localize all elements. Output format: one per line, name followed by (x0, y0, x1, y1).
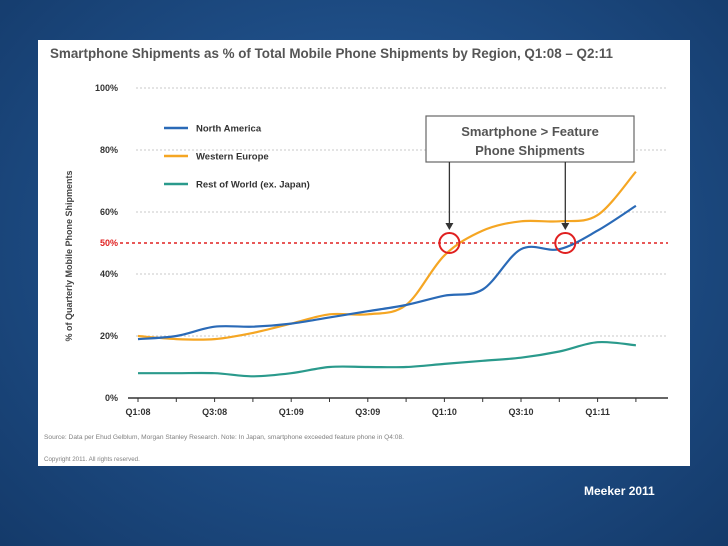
x-tick-label: Q1:11 (585, 407, 610, 417)
legend-entry-rest-of-world: Rest of World (ex. Japan) (196, 180, 310, 191)
x-tick-label: Q3:10 (508, 407, 533, 417)
series-line-western-europe (137, 170, 637, 341)
annotation-box (425, 115, 635, 163)
threshold-label: 50% (100, 238, 118, 248)
chart-title: Smartphone Shipments as % of Total Mobil… (50, 46, 614, 61)
attribution-label: Meeker 2011 (584, 484, 655, 498)
crossover-circle (438, 232, 461, 254)
source-footnote: Source: Data per Ehud Gelblum, Morgan St… (44, 434, 404, 441)
y-tick-label: 0% (105, 393, 118, 403)
y-tick-label: 80% (100, 145, 118, 155)
x-tick-label: Q1:09 (279, 407, 304, 417)
annotation-line-2: Phone Shipments (475, 143, 585, 158)
y-tick-label: 40% (100, 269, 118, 279)
crossover-circle (554, 232, 577, 254)
slide-panel: Smartphone Shipments as % of Total Mobil… (38, 40, 690, 466)
y-tick-label: 60% (100, 207, 118, 217)
x-tick-label: Q3:09 (355, 407, 380, 417)
series-line-north-america (137, 204, 637, 341)
annotation-arrowhead (561, 223, 570, 230)
legend-entry-north-america: North America (196, 124, 262, 135)
y-axis-label: % of Quarterly Mobile Phone Shipments (64, 170, 74, 341)
x-tick-label: Q1:08 (125, 407, 150, 417)
legend-entry-western-europe: Western Europe (196, 152, 269, 163)
line-chart: 0% 20% 40% 60% 80% 100% Q1:08 Q3:08 Q1:09 Q3:09 Q1… (64, 83, 668, 417)
x-tick-label: Q1:10 (432, 407, 457, 417)
series-line-rest-of-world (137, 340, 637, 378)
y-tick-label: 20% (100, 331, 118, 341)
annotation-line-1: Smartphone > Feature (461, 124, 599, 139)
annotation-arrowhead (445, 223, 454, 230)
copyright-note: Copyright 2011. All rights reserved. (44, 456, 140, 463)
y-tick-label: 100% (95, 83, 118, 93)
x-tick-label: Q3:08 (202, 407, 227, 417)
